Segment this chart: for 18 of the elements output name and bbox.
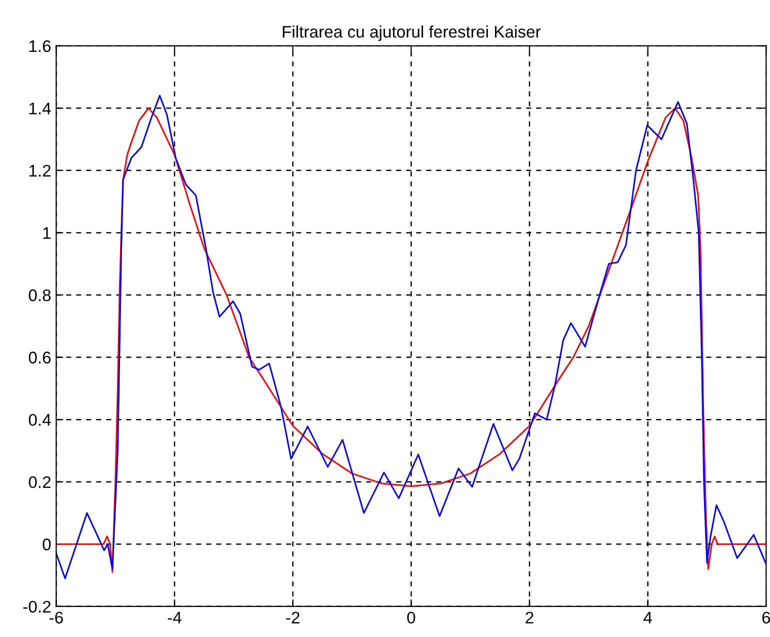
x-tick-label: -2	[286, 612, 300, 624]
y-tick-label: 1.4	[29, 102, 51, 114]
y-tick-label: 1.6	[29, 40, 51, 52]
x-tick-label: 2	[526, 612, 534, 624]
x-tick-label: -4	[168, 612, 182, 624]
y-tick-label: 0	[42, 538, 51, 550]
y-tick-label: 1.2	[29, 164, 51, 176]
chart-title: Filtrarea cu ajutorul ferestrei Kaiser	[282, 25, 541, 41]
y-tick-label: -0.2	[23, 600, 51, 613]
y-tick-label: 0.2	[28, 476, 51, 488]
y-tick-label: 0.6	[28, 352, 51, 364]
y-tick-label: 1	[43, 227, 51, 239]
x-tick-label: -6	[50, 612, 63, 624]
x-tick-label: 0	[407, 612, 416, 624]
y-tick-label: 0.8	[28, 289, 51, 302]
y-tick-label: 0.4	[28, 414, 51, 426]
x-tick-label: 4	[644, 612, 652, 624]
x-tick-label: 6	[762, 612, 770, 624]
